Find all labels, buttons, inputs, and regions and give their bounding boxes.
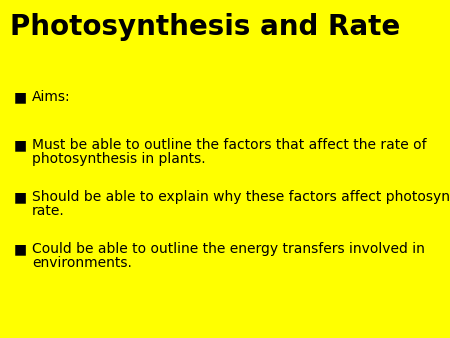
Text: ■: ■ <box>14 90 27 104</box>
Text: ■: ■ <box>14 242 27 256</box>
Text: rate.: rate. <box>32 204 65 218</box>
Text: Must be able to outline the factors that affect the rate of: Must be able to outline the factors that… <box>32 138 427 152</box>
Text: Could be able to outline the energy transfers involved in: Could be able to outline the energy tran… <box>32 242 425 256</box>
Text: photosynthesis in plants.: photosynthesis in plants. <box>32 152 206 166</box>
Text: Aims:: Aims: <box>32 90 71 104</box>
Text: environments.: environments. <box>32 256 132 270</box>
Text: ■: ■ <box>14 138 27 152</box>
Text: ■: ■ <box>14 190 27 204</box>
Text: Should be able to explain why these factors affect photosynthetic: Should be able to explain why these fact… <box>32 190 450 204</box>
Text: Photosynthesis and Rate: Photosynthesis and Rate <box>10 13 400 41</box>
